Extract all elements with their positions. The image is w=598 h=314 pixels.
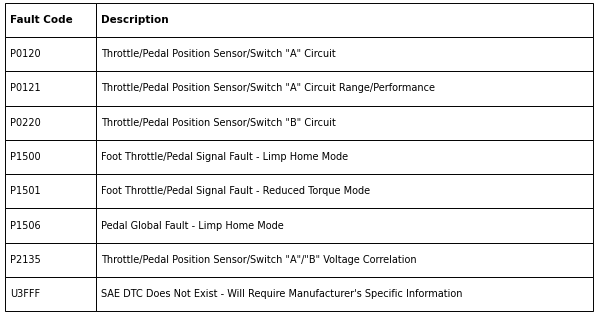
Text: Fault Code: Fault Code bbox=[10, 15, 73, 25]
Text: Throttle/Pedal Position Sensor/Switch "A"/"B" Voltage Correlation: Throttle/Pedal Position Sensor/Switch "A… bbox=[102, 255, 417, 265]
Bar bbox=[5, 277, 96, 311]
Bar bbox=[5, 106, 96, 140]
Bar bbox=[5, 3, 96, 37]
Bar bbox=[96, 174, 593, 208]
Bar bbox=[96, 3, 593, 37]
Bar bbox=[5, 71, 96, 106]
Bar bbox=[96, 208, 593, 243]
Text: P1501: P1501 bbox=[10, 186, 41, 196]
Bar bbox=[5, 37, 96, 71]
Bar bbox=[96, 243, 593, 277]
Text: P0220: P0220 bbox=[10, 118, 41, 128]
Bar bbox=[5, 208, 96, 243]
Bar bbox=[5, 140, 96, 174]
Bar bbox=[5, 174, 96, 208]
Text: P0121: P0121 bbox=[10, 83, 41, 93]
Text: Description: Description bbox=[102, 15, 169, 25]
Text: P0120: P0120 bbox=[10, 49, 41, 59]
Bar bbox=[96, 71, 593, 106]
Text: Throttle/Pedal Position Sensor/Switch "B" Circuit: Throttle/Pedal Position Sensor/Switch "B… bbox=[102, 118, 336, 128]
Text: Throttle/Pedal Position Sensor/Switch "A" Circuit Range/Performance: Throttle/Pedal Position Sensor/Switch "A… bbox=[102, 83, 435, 93]
Text: P1506: P1506 bbox=[10, 221, 41, 231]
Bar bbox=[96, 37, 593, 71]
Text: Foot Throttle/Pedal Signal Fault - Reduced Torque Mode: Foot Throttle/Pedal Signal Fault - Reduc… bbox=[102, 186, 371, 196]
Text: Pedal Global Fault - Limp Home Mode: Pedal Global Fault - Limp Home Mode bbox=[102, 221, 284, 231]
Text: P2135: P2135 bbox=[10, 255, 41, 265]
Bar bbox=[5, 243, 96, 277]
Text: Foot Throttle/Pedal Signal Fault - Limp Home Mode: Foot Throttle/Pedal Signal Fault - Limp … bbox=[102, 152, 349, 162]
Text: U3FFF: U3FFF bbox=[10, 289, 41, 299]
Text: SAE DTC Does Not Exist - Will Require Manufacturer's Specific Information: SAE DTC Does Not Exist - Will Require Ma… bbox=[102, 289, 463, 299]
Text: Throttle/Pedal Position Sensor/Switch "A" Circuit: Throttle/Pedal Position Sensor/Switch "A… bbox=[102, 49, 336, 59]
Text: P1500: P1500 bbox=[10, 152, 41, 162]
Bar bbox=[96, 140, 593, 174]
Bar bbox=[96, 106, 593, 140]
Bar bbox=[96, 277, 593, 311]
